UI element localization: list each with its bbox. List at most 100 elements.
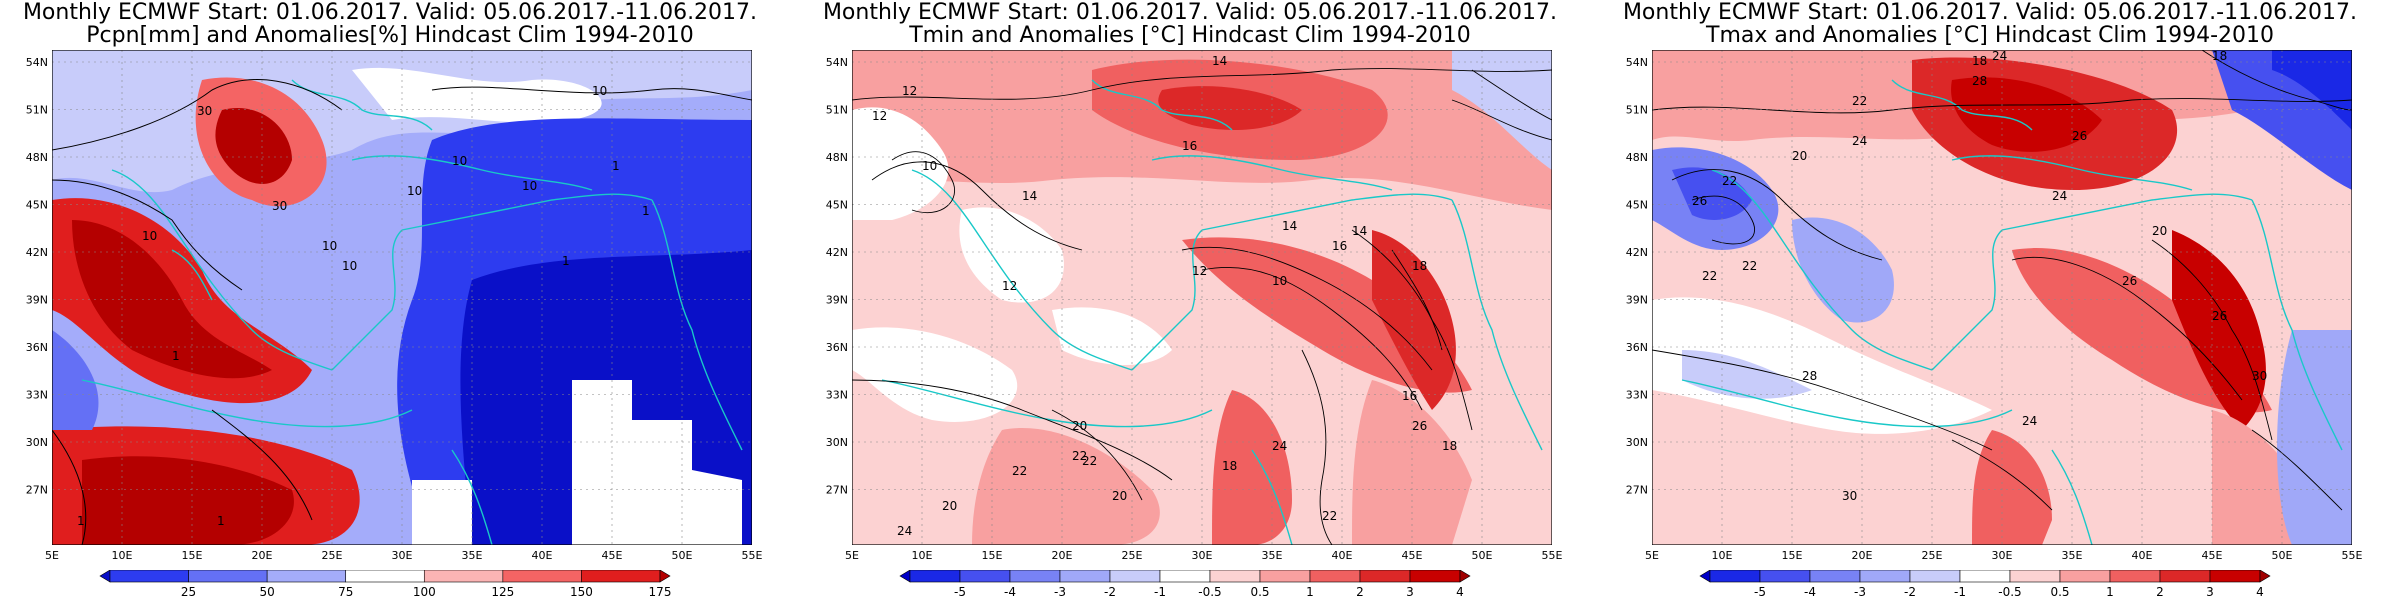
lon-tick-label: 20E <box>1852 549 1873 562</box>
contour-label: 1 <box>217 514 225 528</box>
lon-tick-label: 35E <box>462 549 483 562</box>
contour-label: 24 <box>1992 50 2007 63</box>
colorbar-tick-label: 2 <box>2156 585 2164 599</box>
lon-tick-label: 5E <box>1645 549 1659 562</box>
contour-label: 16 <box>1182 139 1197 153</box>
colorbar-arrow-high <box>2259 570 2271 583</box>
contour-label: 10 <box>322 239 337 253</box>
contour-label: 26 <box>2072 129 2087 143</box>
lon-tick-label: 45E <box>602 549 623 562</box>
colorbar-tick-label: 1 <box>1306 585 1314 599</box>
lon-tick-label: 45E <box>1402 549 1423 562</box>
contour-label: 20 <box>1112 489 1127 503</box>
lat-tick-label: 54N <box>1626 56 1648 69</box>
contour-label: 10 <box>592 84 607 98</box>
colorbar-tick-label: 100 <box>413 585 436 599</box>
lon-labels: 5E 10E 15E 20E 25E 30E 35E 40E 45E 50E 55E <box>1645 549 2362 562</box>
colorbar-tick-label: 125 <box>491 585 514 599</box>
colorbar-tick-label: -2 <box>1104 585 1116 599</box>
lon-tick-label: 5E <box>845 549 859 562</box>
contour-label: 10 <box>342 259 357 273</box>
contour-label: 30 <box>1842 489 1857 503</box>
lat-tick-label: 51N <box>826 104 848 117</box>
contour-label: 10 <box>522 179 537 193</box>
colorbar-tick-label: -3 <box>1054 585 1066 599</box>
colorbar-arrow-low <box>899 570 911 583</box>
contour-label: 30 <box>197 104 212 118</box>
colorbar-swatch <box>1309 570 1361 583</box>
tmin-map-svg: 14 12 12 10 16 14 18 16 14 12 10 12 14 1… <box>852 50 1552 545</box>
lat-tick-label: 30N <box>826 436 848 449</box>
contour-label: 12 <box>1192 264 1207 278</box>
contour-label: 28 <box>1972 74 1987 88</box>
lon-tick-label: 30E <box>1192 549 1213 562</box>
colorbar-tick-label: 3 <box>1406 585 1414 599</box>
contour-label: 24 <box>1852 134 1867 148</box>
contour-label: 24 <box>2022 414 2037 428</box>
colorbar-tick-label: 2 <box>1356 585 1364 599</box>
colorbar-swatch <box>502 570 582 583</box>
lat-tick-label: 33N <box>826 389 848 402</box>
tmax-colorbar: -5-4-3-2-1-0.50.512345 <box>1699 570 2271 599</box>
lat-tick-label: 54N <box>26 56 48 69</box>
tmin-panel: Monthly ECMWF Start: 01.06.2017. Valid: … <box>800 0 1580 600</box>
contour-label: 26 <box>1412 419 1427 433</box>
lon-tick-label: 30E <box>1992 549 2013 562</box>
contour-label: 18 <box>1442 439 1457 453</box>
lat-tick-label: 42N <box>26 246 48 259</box>
lon-tick-label: 50E <box>1472 549 1493 562</box>
colorbar-tick-label: -5 <box>1754 585 1766 599</box>
colorbar-tick-label: 1 <box>2106 585 2114 599</box>
contour-label: 14 <box>1212 54 1227 68</box>
contour-label: 22 <box>1322 509 1337 523</box>
colorbar-arrow-high <box>1459 570 1471 583</box>
colorbar-swatch <box>2009 570 2061 583</box>
lon-tick-label: 10E <box>1712 549 1733 562</box>
lat-tick-label: 27N <box>1626 484 1648 497</box>
contour-label: 26 <box>1692 194 1707 208</box>
panel-title-line1: Monthly ECMWF Start: 01.06.2017. Valid: … <box>22 0 758 25</box>
colorbar-tick-label: 25 <box>181 585 196 599</box>
colorbar-swatch <box>2059 570 2111 583</box>
lon-tick-label: 20E <box>252 549 273 562</box>
colorbar-tick-label: 4 <box>1456 585 1464 599</box>
colorbar-swatch <box>1109 570 1161 583</box>
panel-title-line1: Monthly ECMWF Start: 01.06.2017. Valid: … <box>822 0 1558 25</box>
contour-label: 22 <box>1082 454 1097 468</box>
contour-label: 10 <box>922 159 937 173</box>
lat-tick-label: 30N <box>1626 436 1648 449</box>
contour-label: 20 <box>942 499 957 513</box>
contour-label: 26 <box>2122 274 2137 288</box>
contour-label: 24 <box>897 524 912 538</box>
colorbar-swatch <box>1809 570 1861 583</box>
contour-label: 30 <box>2252 369 2267 383</box>
colorbar-swatch <box>1409 570 1461 583</box>
colorbar-tick-label: -1 <box>1954 585 1966 599</box>
lon-tick-label: 40E <box>2132 549 2153 562</box>
lon-tick-label: 25E <box>1922 549 1943 562</box>
contour-label: 12 <box>872 109 887 123</box>
lat-tick-label: 36N <box>1626 341 1648 354</box>
lon-tick-label: 20E <box>1052 549 1073 562</box>
lon-tick-label: 50E <box>2272 549 2293 562</box>
lat-tick-label: 36N <box>26 341 48 354</box>
contour-label: 10 <box>142 229 157 243</box>
lon-tick-label: 10E <box>112 549 133 562</box>
tmin-map: 14 12 12 10 16 14 18 16 14 12 10 12 14 1… <box>852 50 1552 545</box>
lon-tick-label: 15E <box>182 549 203 562</box>
lon-labels: 5E 10E 15E 20E 25E 30E 35E 40E 45E 50E 55E <box>845 549 1562 562</box>
lat-tick-label: 39N <box>1626 294 1648 307</box>
lon-tick-label: 35E <box>1262 549 1283 562</box>
contour-label: 20 <box>2152 224 2167 238</box>
lat-tick-label: 51N <box>1626 104 1648 117</box>
contour-label: 1 <box>172 349 180 363</box>
contour-label: 12 <box>902 84 917 98</box>
colorbar-swatch <box>423 570 504 583</box>
lat-tick-label: 42N <box>1626 246 1648 259</box>
contour-label: 22 <box>1072 449 1087 463</box>
colorbar-tick-label: 150 <box>570 585 593 599</box>
lon-tick-label: 30E <box>392 549 413 562</box>
contour-label: 22 <box>1742 259 1757 273</box>
colorbar-swatch <box>109 570 189 583</box>
colorbar-tick-label: 175 <box>649 585 672 599</box>
